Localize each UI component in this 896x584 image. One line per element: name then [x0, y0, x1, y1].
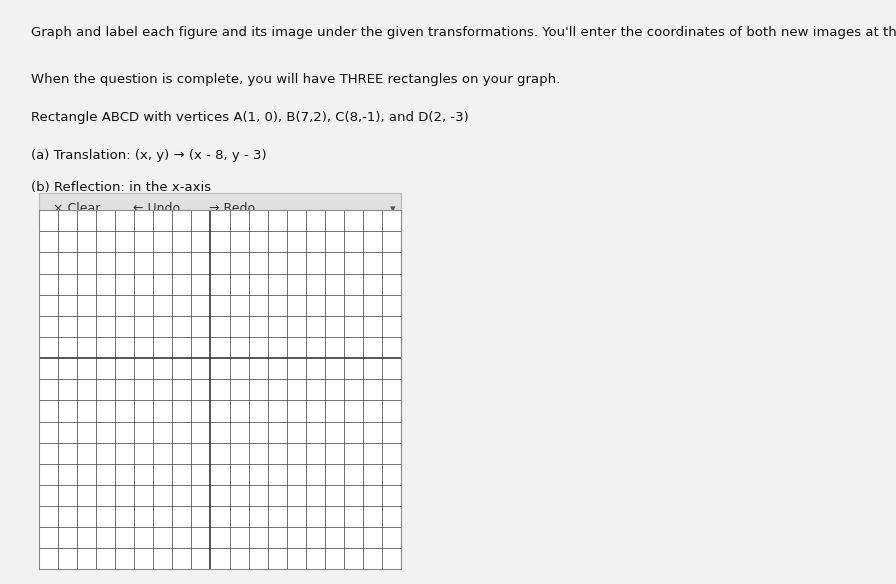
Text: Rectangle ABCD with vertices A(1, 0), B(7,2), C(8,-1), and D(2, -3): Rectangle ABCD with vertices A(1, 0), B(… — [31, 111, 470, 124]
Text: ▾: ▾ — [391, 204, 396, 214]
Text: Graph and label each figure and its image under the given transformations. You'l: Graph and label each figure and its imag… — [31, 26, 896, 39]
Text: × Clear: × Clear — [53, 202, 100, 215]
Text: When the question is complete, you will have THREE rectangles on your graph.: When the question is complete, you will … — [31, 73, 561, 86]
Text: → Redo: → Redo — [209, 202, 255, 215]
Text: ← Undo: ← Undo — [133, 202, 180, 215]
Text: (b) Reflection: in the x-axis: (b) Reflection: in the x-axis — [31, 181, 211, 194]
Text: (a) Translation: (x, y) → (x - 8, y - 3): (a) Translation: (x, y) → (x - 8, y - 3) — [31, 149, 267, 162]
